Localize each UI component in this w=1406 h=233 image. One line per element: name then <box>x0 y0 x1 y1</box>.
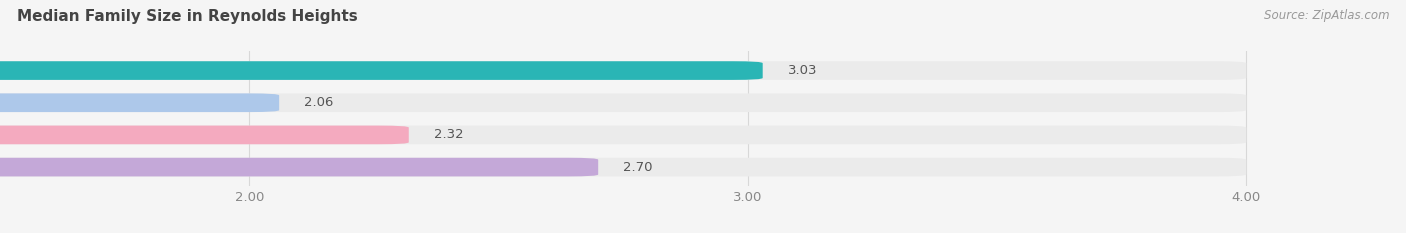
FancyBboxPatch shape <box>0 93 1246 112</box>
FancyBboxPatch shape <box>0 158 598 176</box>
Text: 2.70: 2.70 <box>623 161 652 174</box>
Text: 2.32: 2.32 <box>433 128 464 141</box>
FancyBboxPatch shape <box>0 61 1246 80</box>
Text: 2.06: 2.06 <box>304 96 333 109</box>
Text: Source: ZipAtlas.com: Source: ZipAtlas.com <box>1264 9 1389 22</box>
FancyBboxPatch shape <box>0 61 762 80</box>
Text: 3.03: 3.03 <box>787 64 817 77</box>
FancyBboxPatch shape <box>0 93 280 112</box>
FancyBboxPatch shape <box>0 126 1246 144</box>
FancyBboxPatch shape <box>0 158 1246 176</box>
FancyBboxPatch shape <box>0 126 409 144</box>
Text: Median Family Size in Reynolds Heights: Median Family Size in Reynolds Heights <box>17 9 357 24</box>
